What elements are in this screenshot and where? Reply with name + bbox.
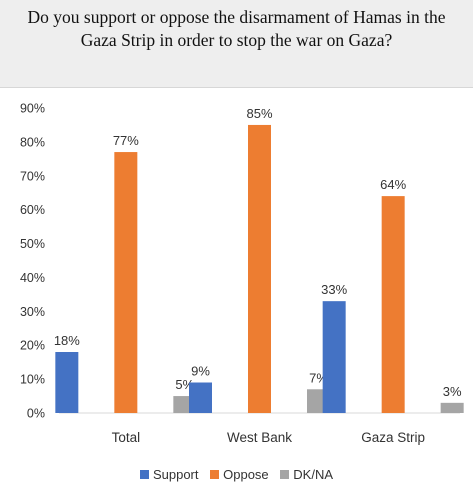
data-label: 77% — [113, 133, 139, 148]
x-category-label: Total — [112, 430, 141, 445]
bar-support — [189, 382, 212, 413]
bar-support — [55, 352, 79, 413]
chart-area: 0% 10% 20% 30% 40% 50% 60% 70% 80% 90% 18% 77% 5% Tot… — [0, 88, 473, 497]
data-label: 3% — [443, 384, 462, 399]
legend-label-support: Support — [152, 467, 199, 482]
bar-dk-na — [440, 402, 464, 413]
legend-label-oppose: Oppose — [223, 467, 269, 482]
y-tick-label: 10% — [20, 373, 45, 387]
bar-oppose — [381, 196, 405, 413]
y-tick-label: 40% — [20, 271, 45, 285]
bar-oppose — [248, 124, 271, 413]
legend-label-dkna: DK/NA — [293, 467, 334, 482]
data-label: 33% — [321, 282, 347, 297]
legend-swatch-dkna — [280, 470, 290, 479]
legend-swatch-oppose — [210, 470, 220, 479]
chart-title: Do you support or oppose the disarmament… — [27, 7, 446, 50]
y-tick-label: 0% — [27, 407, 45, 421]
title-band: Do you support or oppose the disarmament… — [0, 0, 473, 88]
y-tick-label: 20% — [20, 339, 45, 353]
bar-support — [322, 301, 346, 413]
bar-oppose — [114, 152, 138, 414]
y-tick-label: 60% — [20, 203, 45, 217]
y-tick-label: 80% — [20, 135, 45, 149]
legend-item-support: Support — [139, 467, 199, 482]
data-label: 9% — [191, 364, 210, 379]
data-label: 18% — [54, 333, 80, 348]
y-tick-label: 90% — [20, 102, 45, 116]
x-category-label: West Bank — [227, 430, 292, 445]
y-tick-label: 30% — [20, 305, 45, 319]
data-label: 85% — [246, 106, 272, 121]
x-category-label: Gaza Strip — [361, 430, 425, 445]
legend-item-oppose: Oppose — [210, 467, 269, 482]
legend-swatch-support — [139, 470, 149, 479]
legend-item-dkna: DK/NA — [280, 467, 333, 482]
y-tick-label: 70% — [20, 169, 45, 183]
data-label: 64% — [380, 177, 406, 192]
legend: Support Oppose DK/NA — [0, 467, 473, 482]
bar-chart: 0%10%20%30%40%50%60%70%80%90%18%77%5%Tot… — [20, 102, 464, 445]
y-tick-label: 50% — [20, 237, 45, 251]
